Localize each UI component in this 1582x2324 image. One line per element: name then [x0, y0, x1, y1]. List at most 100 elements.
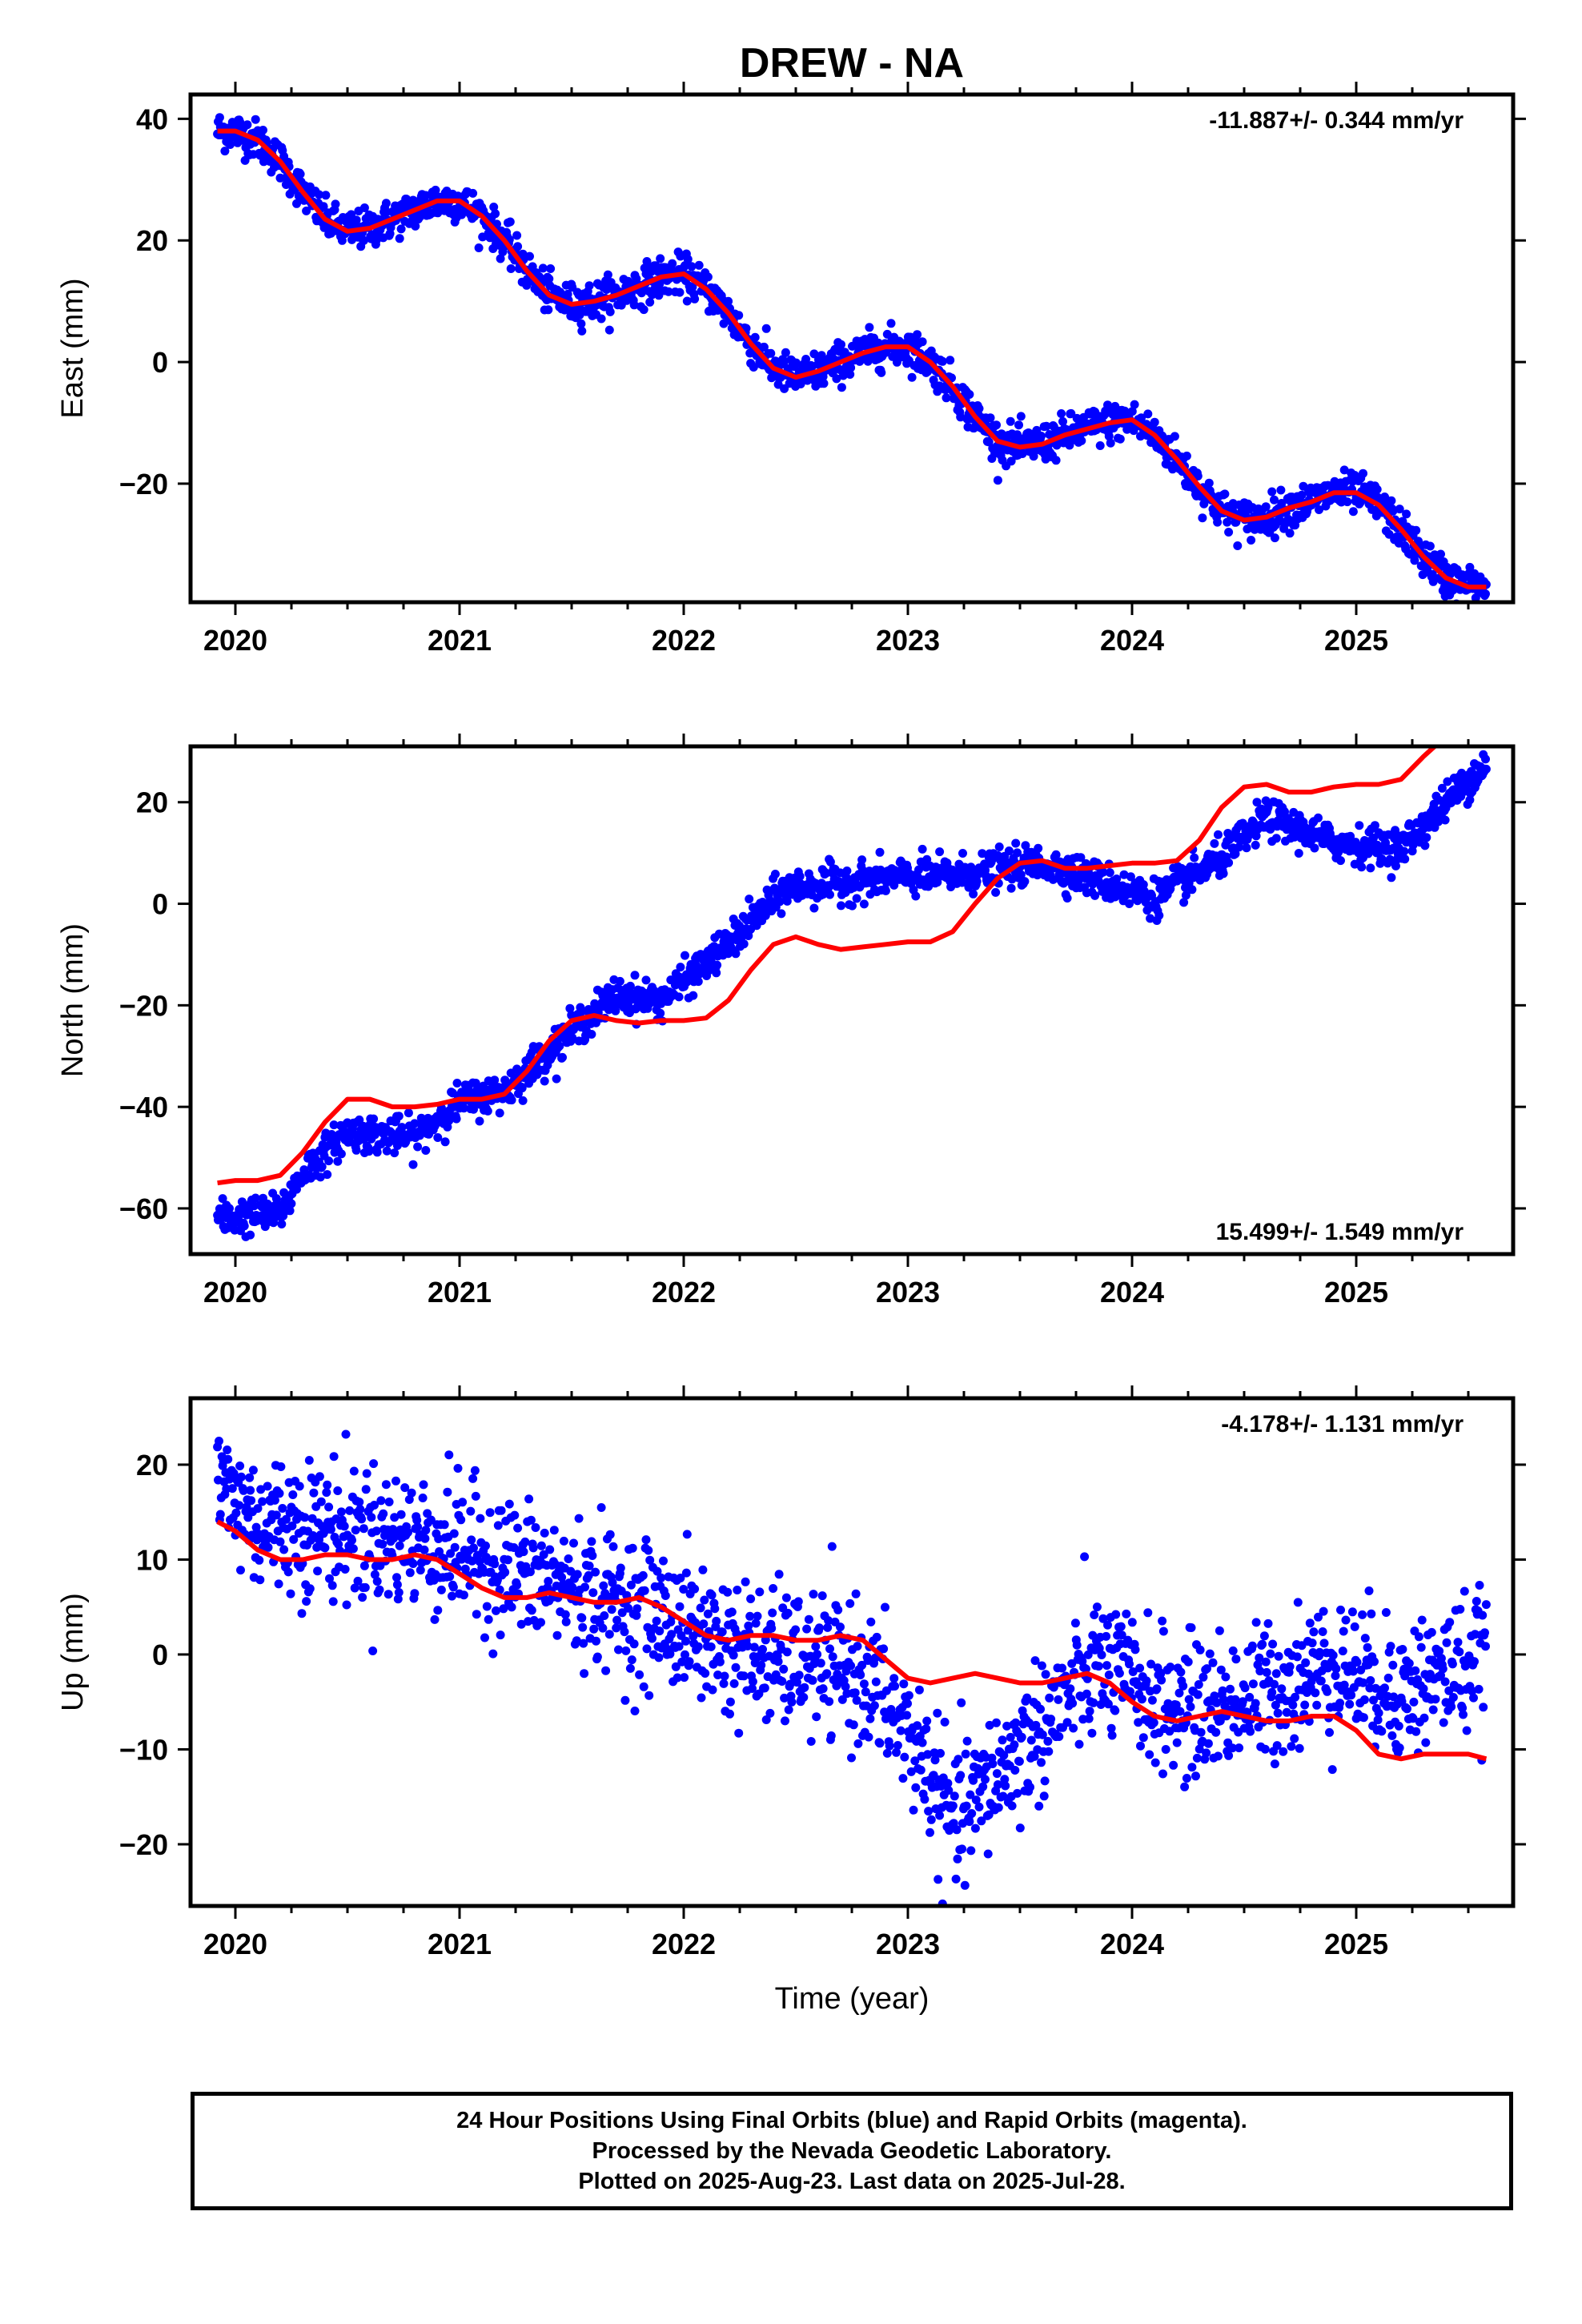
- observation-point: [1094, 1643, 1104, 1653]
- observation-point: [1127, 1618, 1137, 1627]
- observation-point: [275, 1537, 285, 1546]
- observation-point: [474, 243, 484, 252]
- observation-point: [271, 1510, 281, 1520]
- observation-point: [913, 1721, 922, 1731]
- observation-point: [279, 1545, 289, 1554]
- observation-point: [576, 319, 586, 328]
- observation-point: [943, 1779, 953, 1788]
- observation-point: [825, 1697, 834, 1707]
- observation-point: [416, 1566, 425, 1575]
- observation-point: [1183, 1657, 1193, 1667]
- observation-point: [1226, 1684, 1235, 1694]
- observation-point: [353, 1576, 363, 1586]
- observation-point: [322, 1488, 331, 1498]
- observation-point: [604, 1630, 614, 1639]
- observation-point: [993, 476, 1002, 485]
- observation-point: [757, 1660, 766, 1670]
- observation-point: [239, 1221, 249, 1231]
- observation-point: [1156, 1669, 1166, 1679]
- observation-point: [569, 1538, 578, 1548]
- observation-point: [263, 1482, 272, 1491]
- observation-point: [652, 1616, 661, 1626]
- observation-point: [327, 1581, 337, 1590]
- observation-point: [958, 1844, 967, 1854]
- observation-point: [324, 1502, 334, 1512]
- observation-point: [1014, 420, 1023, 430]
- observation-point: [1037, 1661, 1046, 1671]
- observation-point: [614, 1645, 623, 1655]
- observation-point: [243, 120, 252, 130]
- observation-point: [381, 208, 390, 218]
- observation-point: [1010, 1740, 1019, 1750]
- observation-point: [911, 1783, 921, 1792]
- observation-point: [513, 1523, 523, 1533]
- observation-point: [433, 208, 443, 218]
- observation-point: [381, 1480, 391, 1490]
- observation-point: [275, 173, 285, 183]
- observation-point: [596, 1503, 606, 1512]
- observation-point: [358, 1593, 367, 1602]
- observation-point: [544, 274, 554, 283]
- observation-point: [418, 1494, 428, 1502]
- observation-point: [445, 1572, 455, 1582]
- observation-point: [413, 1522, 423, 1532]
- observation-point: [364, 1147, 374, 1156]
- observation-point: [1112, 875, 1122, 883]
- observation-point: [1228, 1646, 1238, 1655]
- observation-point: [1154, 911, 1164, 920]
- observation-point: [242, 1502, 251, 1512]
- observation-point: [1270, 533, 1279, 543]
- observation-point: [1006, 1732, 1015, 1742]
- observation-point: [1359, 468, 1367, 478]
- observation-point: [781, 348, 790, 357]
- observation-point: [882, 1748, 892, 1758]
- observation-point: [287, 1199, 296, 1208]
- observation-point: [780, 1693, 789, 1703]
- observation-point: [1058, 416, 1067, 426]
- observation-point: [629, 300, 639, 310]
- observation-point: [1169, 1760, 1178, 1770]
- observation-point: [745, 1611, 755, 1621]
- observation-point: [808, 1675, 817, 1685]
- observation-point: [886, 319, 896, 328]
- observation-point: [1440, 815, 1450, 825]
- observation-point: [911, 891, 921, 901]
- observation-point: [512, 1580, 522, 1590]
- observation-point: [1034, 1801, 1044, 1811]
- observation-point: [1074, 1739, 1084, 1749]
- observation-point: [782, 1647, 792, 1657]
- observation-point: [903, 1699, 912, 1708]
- observation-point: [1013, 848, 1022, 858]
- observation-point: [777, 909, 786, 919]
- observation-point: [289, 1534, 299, 1544]
- observation-point: [1442, 562, 1452, 572]
- observation-point: [1212, 1698, 1222, 1707]
- observation-point: [507, 1602, 516, 1612]
- observation-point: [760, 1683, 769, 1693]
- observation-point: [712, 968, 721, 978]
- observation-point: [376, 1496, 386, 1506]
- observation-point: [935, 847, 945, 857]
- observation-point: [1142, 1676, 1151, 1686]
- observation-point: [405, 1568, 415, 1578]
- observation-point: [940, 1717, 950, 1727]
- observation-point: [359, 203, 369, 212]
- observation-point: [1161, 1745, 1170, 1754]
- observation-point: [248, 1466, 258, 1475]
- observation-point: [1098, 867, 1108, 877]
- observation-point: [1062, 1718, 1072, 1727]
- observation-point: [459, 1590, 468, 1600]
- observation-point: [360, 1582, 370, 1592]
- observation-point: [475, 1116, 484, 1126]
- observation-point: [1006, 883, 1016, 893]
- observation-point: [246, 1486, 255, 1495]
- observation-point: [355, 1505, 365, 1514]
- observation-point: [1104, 1671, 1114, 1679]
- observation-point: [253, 1504, 263, 1514]
- observation-point: [914, 1685, 924, 1695]
- observation-point: [1270, 1759, 1279, 1769]
- observation-point: [1288, 1700, 1298, 1710]
- observation-point: [806, 1737, 816, 1746]
- observation-point: [639, 305, 648, 315]
- observation-point: [992, 1769, 1002, 1779]
